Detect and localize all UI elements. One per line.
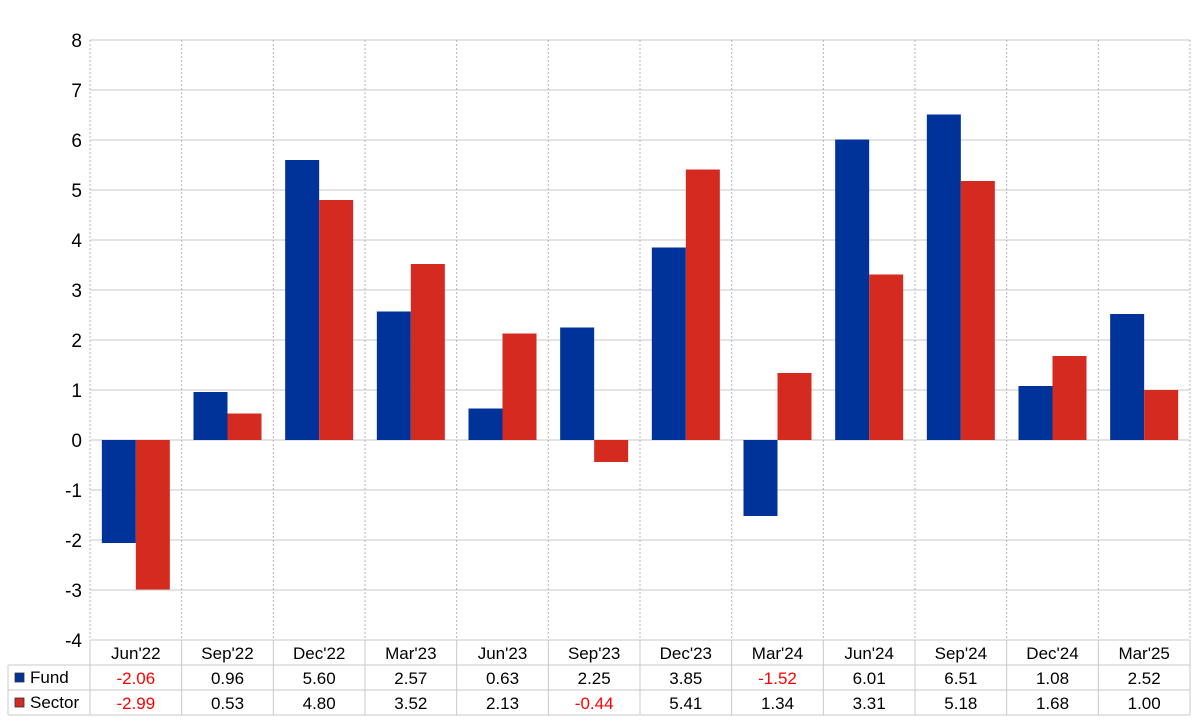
y-tick-label: 8: [71, 31, 82, 52]
data-label: 6.01: [853, 669, 886, 688]
bar-fund: [193, 392, 228, 440]
legend-label-sector: Sector: [30, 693, 79, 712]
x-tick-label: Dec'24: [1026, 644, 1078, 663]
x-tick-label: Sep'22: [201, 644, 253, 663]
bar-fund: [926, 114, 961, 440]
data-label: 5.18: [944, 694, 977, 713]
data-label: 2.13: [486, 694, 519, 713]
x-tick-label: Sep'24: [935, 644, 987, 663]
bar-fund: [1110, 314, 1145, 440]
data-label: 0.53: [211, 694, 244, 713]
y-tick-label: -2: [65, 531, 82, 552]
y-tick-label: 1: [71, 381, 82, 402]
legend-swatch-sector: [14, 697, 25, 708]
x-tick-label: Jun'22: [111, 644, 161, 663]
bar-sector: [227, 413, 262, 440]
bar-fund: [743, 440, 778, 516]
data-label: 6.51: [944, 669, 977, 688]
bar-fund: [1018, 386, 1053, 440]
y-tick-label: 7: [71, 81, 82, 102]
bar-sector: [960, 181, 995, 440]
data-label: 5.60: [303, 669, 336, 688]
data-label: 1.34: [761, 694, 794, 713]
bar-sector: [502, 333, 537, 440]
data-label: -2.06: [116, 669, 155, 688]
bar-fund: [651, 247, 686, 440]
data-label: 1.08: [1036, 669, 1069, 688]
x-tick-label: Dec'23: [660, 644, 712, 663]
data-label: 4.80: [303, 694, 336, 713]
y-tick-label: 5: [71, 181, 82, 202]
bar-fund: [560, 327, 595, 440]
y-tick-label: 3: [71, 281, 82, 302]
data-label: 5.41: [669, 694, 702, 713]
bar-sector: [319, 200, 354, 440]
data-label: 2.52: [1128, 669, 1161, 688]
y-tick-label: -4: [65, 631, 82, 652]
bars: [101, 114, 1179, 590]
y-tick-label: 4: [71, 231, 82, 252]
y-tick-label: 0: [71, 431, 82, 452]
y-tick-label: -1: [65, 481, 82, 502]
grid-lines: [89, 39, 1191, 641]
x-tick-label: Jun'23: [478, 644, 528, 663]
bar-fund: [835, 139, 870, 440]
legend-swatch-fund: [14, 672, 25, 683]
data-label: 3.31: [853, 694, 886, 713]
data-label: -1.52: [758, 669, 797, 688]
data-table: Jun'22 Sep'22 Dec'22 Mar'23 Jun'23 Sep'23 Dec'…: [7, 639, 1191, 716]
bar-fund: [101, 440, 136, 543]
data-label: -2.99: [116, 694, 155, 713]
bar-sector: [594, 440, 629, 462]
x-tick-label: Mar'23: [385, 644, 436, 663]
bar-fund: [285, 160, 320, 440]
y-tick-label: -3: [65, 581, 82, 602]
bar-fund: [376, 311, 411, 440]
x-tick-label: Mar'25: [1118, 644, 1169, 663]
data-label: 3.85: [669, 669, 702, 688]
bar-sector: [1052, 356, 1087, 440]
y-tick-label: 6: [71, 131, 82, 152]
x-tick-label: Mar'24: [752, 644, 803, 663]
data-label: 2.25: [578, 669, 611, 688]
legend-label-fund: Fund: [30, 668, 69, 687]
bar-fund: [468, 408, 503, 440]
bar-sector: [869, 274, 904, 440]
bar-sector: [685, 169, 720, 440]
data-label: 0.96: [211, 669, 244, 688]
x-tick-label: Jun'24: [844, 644, 894, 663]
x-tick-label: Dec'22: [293, 644, 345, 663]
data-label: 0.63: [486, 669, 519, 688]
bar-sector: [777, 373, 812, 440]
y-tick-label: 2: [71, 331, 82, 352]
data-label: 2.57: [394, 669, 427, 688]
data-label: -0.44: [575, 694, 614, 713]
bar-sector: [410, 264, 445, 440]
data-label: 3.52: [394, 694, 427, 713]
data-label: 1.68: [1036, 694, 1069, 713]
bar-sector: [1144, 390, 1179, 440]
x-tick-label: Sep'23: [568, 644, 620, 663]
bar-sector: [135, 440, 170, 590]
y-axis: -4 -3 -2 -1 0 1 2 3 4 5 6 7 8: [65, 31, 82, 652]
data-label: 1.00: [1128, 694, 1161, 713]
